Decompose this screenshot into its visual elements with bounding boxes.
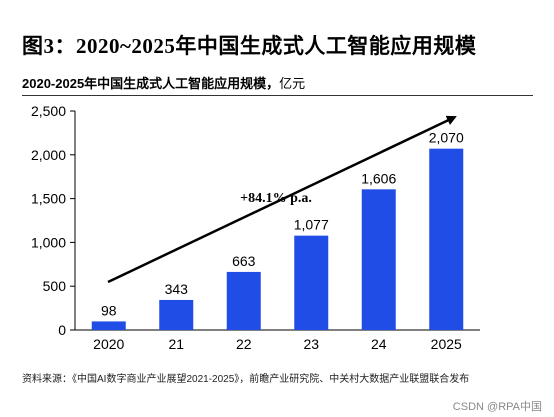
bar-value-label: 1,077: [294, 217, 329, 233]
bar-value-label: 98: [101, 302, 117, 318]
bar-value-label: 1,606: [361, 170, 396, 186]
chart-subtitle-main: 2020-2025年中国生成式人工智能应用规模，: [22, 76, 280, 91]
x-tick-label: 22: [236, 336, 252, 352]
cagr-annotation: +84.1% p.a.: [240, 191, 312, 206]
y-tick-label: 0: [58, 322, 66, 338]
bar-23: [294, 235, 329, 330]
y-tick-label: 2,000: [31, 147, 66, 163]
y-tick-label: 2,500: [31, 103, 66, 119]
bar-value-label: 343: [165, 281, 189, 297]
title-divider: [22, 95, 533, 96]
x-tick-label: 21: [168, 336, 184, 352]
watermark: CSDN @RPA中国: [452, 401, 542, 413]
y-tick-label: 500: [43, 278, 67, 294]
bar-value-label: 663: [232, 253, 256, 269]
bar-21: [159, 299, 194, 330]
bar-2020: [91, 321, 126, 330]
x-tick-label: 24: [371, 336, 387, 352]
x-tick-label: 2020: [93, 336, 124, 352]
bar-22: [226, 271, 261, 330]
y-tick-label: 1,500: [31, 191, 66, 207]
figure-title: 图3：2020~2025年中国生成式人工智能应用规模: [22, 34, 477, 58]
y-tick-label: 1,000: [31, 234, 66, 250]
bar-24: [361, 189, 396, 330]
chart-subtitle: 2020-2025年中国生成式人工智能应用规模，亿元: [22, 73, 305, 92]
growth-trend-arrow: [107, 115, 457, 284]
x-tick-label: 2025: [431, 336, 462, 352]
chart-subtitle-unit: 亿元: [279, 76, 306, 91]
x-tick-label: 23: [303, 336, 319, 352]
bar-2025: [429, 148, 464, 330]
source-note: 资料来源：《中国AI数字商业产业展望2021-2025》，前瞻产业研究院、中关村…: [22, 374, 470, 385]
bar-value-label: 2,070: [429, 130, 464, 146]
